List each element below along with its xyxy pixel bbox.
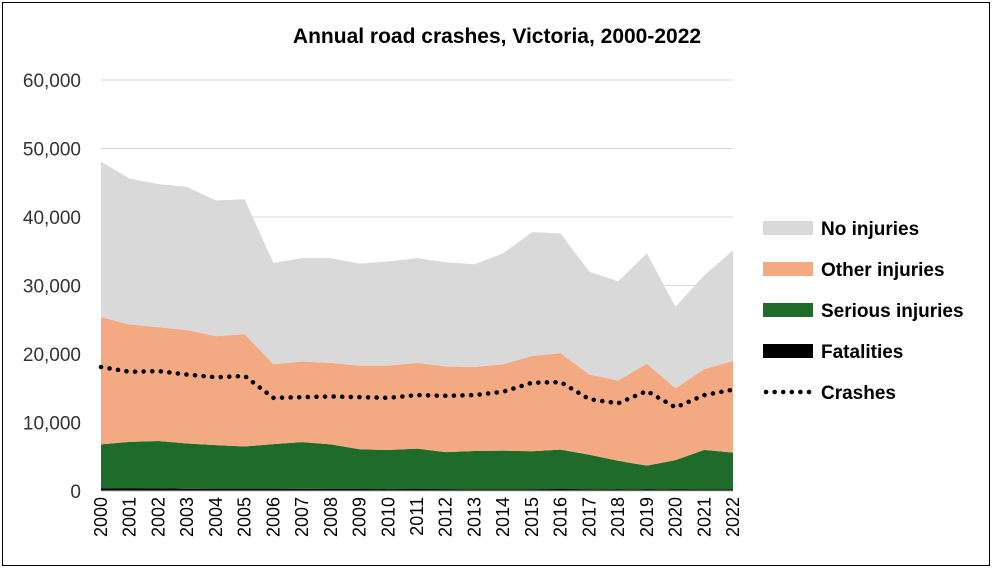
x-tick-label: 2017 [579, 497, 599, 537]
x-tick-label: 2020 [666, 497, 686, 537]
x-tick-label: 2005 [235, 497, 255, 537]
x-tick-label: 2013 [464, 497, 484, 537]
x-tick-label: 2015 [522, 497, 542, 537]
x-tick-label: 2007 [292, 497, 312, 537]
x-tick-label: 2016 [551, 497, 571, 537]
legend-swatch-no-injuries [763, 221, 813, 235]
chart-frame: Annual road crashes, Victoria, 2000-2022… [2, 2, 990, 566]
legend-swatch-serious-injuries [763, 303, 813, 317]
x-tick-label: 2019 [637, 497, 657, 537]
area-series [101, 162, 733, 491]
x-tick-label: 2009 [350, 497, 370, 537]
legend-label-no-injuries: No injuries [821, 219, 919, 240]
x-tick-label: 2003 [177, 497, 197, 537]
y-tick-label: 10,000 [23, 414, 81, 435]
x-tick-label: 2006 [263, 497, 283, 537]
y-tick-label: 60,000 [23, 71, 81, 92]
x-tick-label: 2004 [206, 497, 226, 537]
legend-label-crashes: Crashes [821, 383, 896, 404]
y-axis: 0 10,000 20,000 30,000 40,000 50,000 60,000 [23, 71, 81, 503]
x-tick-label: 2022 [723, 497, 743, 537]
legend-swatch-other-injuries [763, 262, 813, 276]
x-tick-label: 2001 [120, 497, 140, 537]
x-axis: 2000 2001 2002 2003 2004 2005 2006 2007 2008 2009… [91, 491, 743, 537]
legend-label-fatalities: Fatalities [821, 342, 903, 363]
chart-svg: Annual road crashes, Victoria, 2000-2022… [3, 3, 991, 567]
y-tick-label: 40,000 [23, 208, 81, 229]
x-tick-label: 2021 [694, 497, 714, 537]
chart-title: Annual road crashes, Victoria, 2000-2022 [293, 25, 701, 48]
x-tick-label: 2011 [407, 497, 427, 536]
legend: No injuries Other injuries Serious injurie… [763, 219, 964, 404]
y-tick-label: 30,000 [23, 277, 81, 298]
x-tick-label: 2010 [378, 497, 398, 537]
x-tick-label: 2000 [91, 497, 111, 537]
x-tick-label: 2012 [436, 497, 456, 537]
legend-label-serious-injuries: Serious injuries [821, 301, 964, 322]
legend-label-other-injuries: Other injuries [821, 260, 945, 281]
y-tick-label: 0 [70, 482, 81, 503]
y-tick-label: 50,000 [23, 140, 81, 161]
x-tick-label: 2008 [321, 497, 341, 537]
x-tick-label: 2002 [148, 497, 168, 537]
x-tick-label: 2018 [608, 497, 628, 537]
legend-swatch-fatalities [763, 344, 813, 358]
y-tick-label: 20,000 [23, 345, 81, 366]
x-tick-label: 2014 [493, 497, 513, 537]
